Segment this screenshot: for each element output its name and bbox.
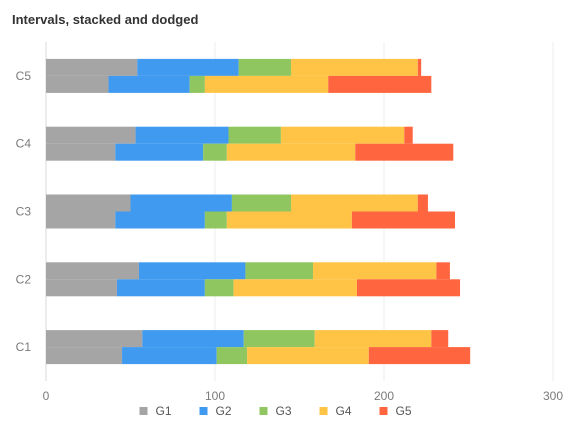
bar-C5-A-G4: [291, 58, 418, 76]
bar-C2-A-G1: [46, 262, 139, 280]
legend-swatch-G3: [259, 407, 268, 415]
bar-C1-A-G3: [243, 330, 315, 348]
legend-swatch-G5: [379, 407, 388, 415]
bar-C5-A-G2: [137, 58, 239, 76]
bar-C4-A-G5: [404, 126, 413, 144]
legend-label-G5: G5: [396, 404, 412, 418]
legend-label-G2: G2: [216, 404, 232, 418]
legend-label-G3: G3: [276, 404, 292, 418]
legend-swatch-G1: [139, 407, 148, 415]
bar-C3-A-G3: [231, 194, 292, 212]
bar-C3-A-G1: [46, 194, 131, 212]
bar-C2-A-G4: [313, 262, 437, 280]
bar-C2-B-G5: [356, 279, 461, 297]
legend-swatch-G4: [319, 407, 328, 415]
x-tick-label-200: 200: [374, 389, 394, 403]
y-tick-label-C5: C5: [16, 69, 32, 83]
bar-C5-B-G5: [328, 75, 432, 93]
bar-C1-B-G3: [216, 347, 248, 365]
legend-label-G4: G4: [336, 404, 352, 418]
bar-C2-A-G2: [138, 262, 246, 280]
bar-C4-B-G4: [226, 143, 356, 161]
bar-C4-A-G1: [46, 126, 136, 144]
bar-C4-B-G2: [115, 143, 204, 161]
bar-C2-B-G1: [46, 279, 117, 297]
legend-label-G1: G1: [156, 404, 172, 418]
bar-C5-A-G1: [46, 58, 138, 76]
bar-C4-B-G5: [355, 143, 454, 161]
x-tick-label-0: 0: [43, 389, 50, 403]
bar-C5-A-G3: [238, 58, 292, 76]
bar-C3-A-G5: [417, 194, 428, 212]
legend-swatch-G2: [199, 407, 208, 415]
bar-C5-B-G1: [46, 75, 109, 93]
y-tick-label-C2: C2: [16, 272, 32, 286]
bar-C4-B-G3: [203, 143, 227, 161]
bar-C2-B-G2: [116, 279, 205, 297]
bar-C4-A-G2: [135, 126, 229, 144]
bar-C4-A-G4: [280, 126, 405, 144]
bar-C2-A-G3: [245, 262, 314, 280]
x-tick-label-100: 100: [205, 389, 225, 403]
bar-C1-B-G4: [247, 347, 369, 365]
x-tick-label-300: 300: [543, 389, 563, 403]
bar-C4-A-G3: [228, 126, 281, 144]
bar-C1-B-G2: [122, 347, 217, 365]
bar-C3-B-G5: [351, 211, 455, 229]
bar-C4-B-G1: [46, 143, 116, 161]
bar-C1-A-G4: [314, 330, 432, 348]
bar-C5-B-G4: [204, 75, 329, 93]
y-tick-label-C4: C4: [16, 137, 32, 151]
bar-C5-B-G2: [108, 75, 190, 93]
bar-C3-A-G2: [130, 194, 232, 212]
bar-C3-A-G4: [291, 194, 418, 212]
bar-C2-B-G3: [204, 279, 234, 297]
bar-C1-B-G5: [368, 347, 471, 365]
bar-C3-B-G1: [46, 211, 116, 229]
y-tick-label-C1: C1: [16, 340, 32, 354]
y-tick-label-C3: C3: [16, 205, 32, 219]
bar-C5-B-G3: [189, 75, 205, 93]
bar-C3-B-G4: [226, 211, 352, 229]
bar-C1-A-G2: [142, 330, 244, 348]
bar-C3-B-G2: [115, 211, 205, 229]
bar-C1-A-G1: [46, 330, 143, 348]
bar-C2-B-G4: [233, 279, 357, 297]
bar-C1-B-G1: [46, 347, 123, 365]
chart-title: Intervals, stacked and dodged: [12, 12, 199, 27]
bar-C1-A-G5: [431, 330, 449, 348]
bar-C5-A-G5: [417, 58, 422, 76]
bar-C3-B-G3: [204, 211, 227, 229]
bar-C2-A-G5: [436, 262, 450, 280]
